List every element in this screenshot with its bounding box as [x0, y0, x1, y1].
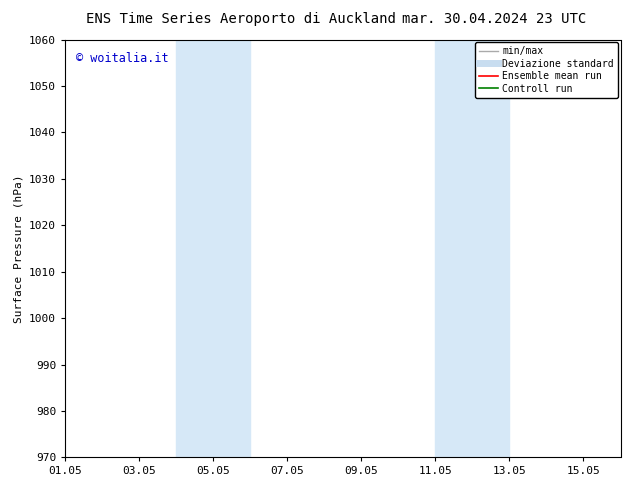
- Legend: min/max, Deviazione standard, Ensemble mean run, Controll run: min/max, Deviazione standard, Ensemble m…: [475, 43, 618, 98]
- Y-axis label: Surface Pressure (hPa): Surface Pressure (hPa): [13, 174, 23, 323]
- Text: © woitalia.it: © woitalia.it: [76, 52, 169, 65]
- Bar: [436, 40, 509, 458]
- Text: ENS Time Series Aeroporto di Auckland: ENS Time Series Aeroporto di Auckland: [86, 12, 396, 26]
- Bar: [176, 40, 250, 458]
- Text: mar. 30.04.2024 23 UTC: mar. 30.04.2024 23 UTC: [403, 12, 586, 26]
